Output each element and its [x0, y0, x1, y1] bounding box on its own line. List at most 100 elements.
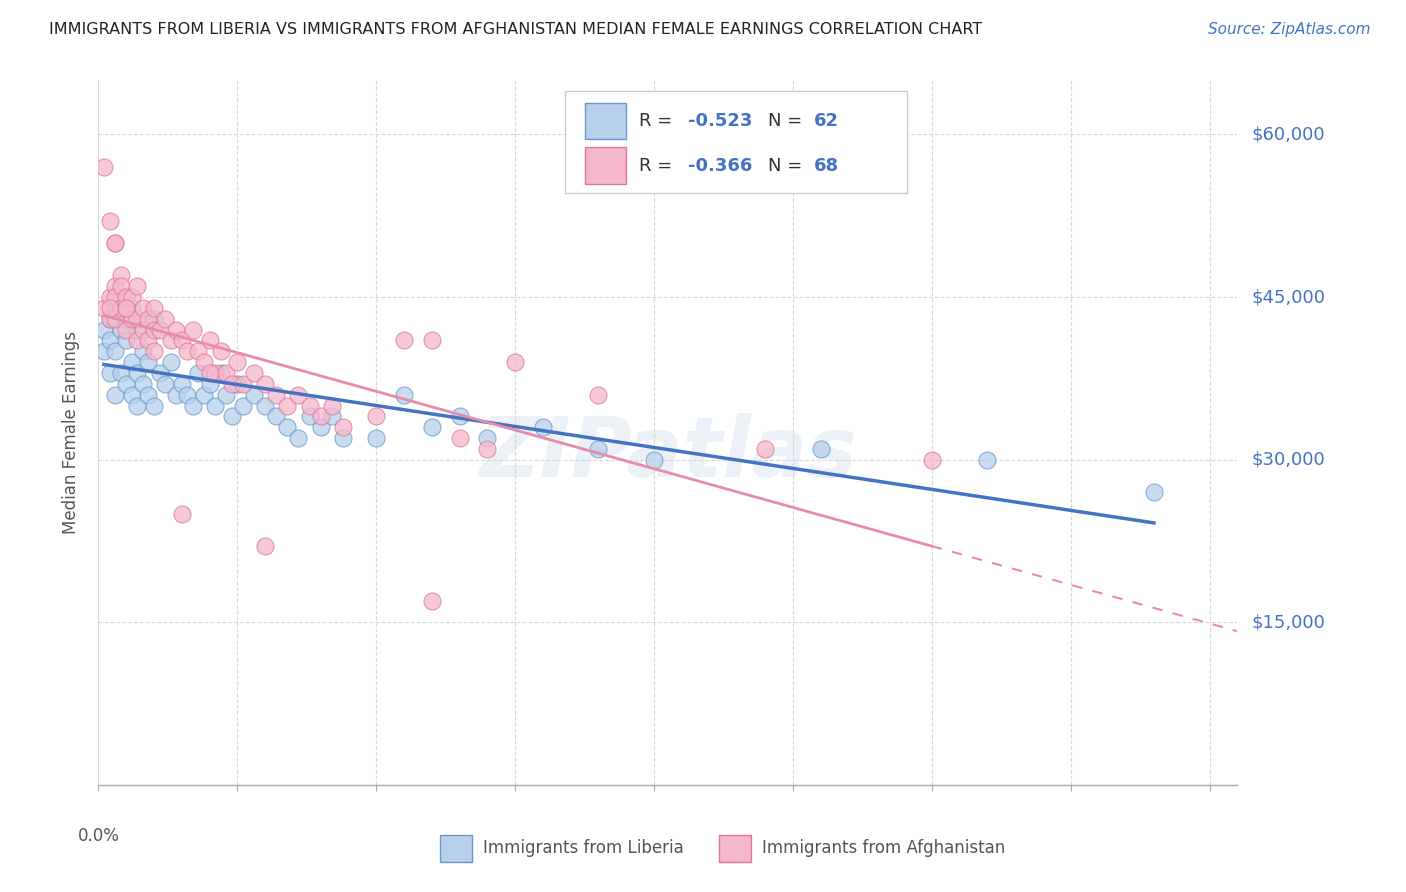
Text: $30,000: $30,000	[1251, 450, 1324, 468]
Point	[98, 301, 121, 315]
Point	[181, 399, 204, 413]
Point	[332, 420, 354, 434]
Point	[449, 431, 471, 445]
FancyBboxPatch shape	[718, 835, 751, 862]
Point	[115, 290, 138, 304]
Text: 62: 62	[814, 112, 838, 130]
Point	[98, 366, 121, 380]
Point	[232, 399, 254, 413]
Point	[215, 387, 238, 401]
Text: $45,000: $45,000	[1251, 288, 1326, 306]
Point	[477, 431, 499, 445]
Point	[132, 323, 155, 337]
Point	[93, 301, 115, 315]
Point	[159, 355, 181, 369]
Point	[138, 355, 160, 369]
Point	[98, 214, 121, 228]
Point	[366, 431, 388, 445]
Text: Immigrants from Afghanistan: Immigrants from Afghanistan	[762, 839, 1005, 857]
Point	[503, 355, 526, 369]
Point	[209, 344, 232, 359]
Point	[226, 376, 249, 391]
Point	[366, 409, 388, 424]
FancyBboxPatch shape	[565, 91, 907, 193]
Point	[143, 311, 166, 326]
Point	[143, 399, 166, 413]
FancyBboxPatch shape	[585, 103, 626, 139]
Point	[221, 376, 243, 391]
Point	[104, 311, 127, 326]
Point	[104, 387, 127, 401]
Point	[98, 290, 121, 304]
Point	[193, 387, 215, 401]
Point	[198, 366, 221, 380]
Point	[531, 420, 554, 434]
Text: 0.0%: 0.0%	[77, 827, 120, 846]
Point	[138, 387, 160, 401]
Point	[276, 420, 298, 434]
Point	[187, 344, 209, 359]
Text: R =: R =	[640, 112, 678, 130]
Point	[309, 409, 332, 424]
Text: $15,000: $15,000	[1251, 614, 1324, 632]
Point	[132, 344, 155, 359]
Point	[104, 344, 127, 359]
Point	[153, 376, 176, 391]
Text: IMMIGRANTS FROM LIBERIA VS IMMIGRANTS FROM AFGHANISTAN MEDIAN FEMALE EARNINGS CO: IMMIGRANTS FROM LIBERIA VS IMMIGRANTS FR…	[49, 22, 983, 37]
Point	[138, 334, 160, 348]
Point	[115, 311, 138, 326]
Y-axis label: Median Female Earnings: Median Female Earnings	[62, 331, 80, 534]
Point	[127, 399, 149, 413]
Point	[170, 334, 193, 348]
Point	[321, 399, 343, 413]
Point	[254, 376, 277, 391]
FancyBboxPatch shape	[440, 835, 472, 862]
Point	[810, 442, 832, 456]
Point	[170, 507, 193, 521]
Point	[110, 290, 132, 304]
Point	[143, 301, 166, 315]
Point	[170, 376, 193, 391]
Point	[98, 311, 121, 326]
Point	[138, 311, 160, 326]
Point	[392, 334, 415, 348]
Point	[976, 452, 998, 467]
Point	[110, 301, 132, 315]
Point	[243, 366, 266, 380]
Point	[165, 387, 187, 401]
Point	[132, 376, 155, 391]
Point	[127, 366, 149, 380]
Point	[115, 301, 138, 315]
Point	[254, 540, 277, 554]
Point	[148, 323, 170, 337]
Point	[392, 387, 415, 401]
Point	[110, 366, 132, 380]
Point	[132, 301, 155, 315]
Point	[588, 387, 610, 401]
Point	[98, 311, 121, 326]
Point	[127, 279, 149, 293]
Point	[921, 452, 943, 467]
FancyBboxPatch shape	[585, 147, 626, 184]
Text: Immigrants from Liberia: Immigrants from Liberia	[484, 839, 685, 857]
Point	[477, 442, 499, 456]
Point	[332, 431, 354, 445]
Point	[127, 334, 149, 348]
Point	[287, 387, 309, 401]
Point	[104, 279, 127, 293]
Point	[187, 366, 209, 380]
Point	[264, 387, 287, 401]
Point	[420, 593, 443, 607]
Point	[143, 323, 166, 337]
Point	[115, 334, 138, 348]
Text: -0.523: -0.523	[689, 112, 752, 130]
Point	[110, 323, 132, 337]
Point	[181, 323, 204, 337]
Point	[121, 387, 143, 401]
Point	[298, 409, 321, 424]
Point	[115, 376, 138, 391]
Point	[176, 344, 198, 359]
Point	[209, 366, 232, 380]
Text: N =: N =	[768, 157, 808, 175]
Point	[115, 323, 138, 337]
